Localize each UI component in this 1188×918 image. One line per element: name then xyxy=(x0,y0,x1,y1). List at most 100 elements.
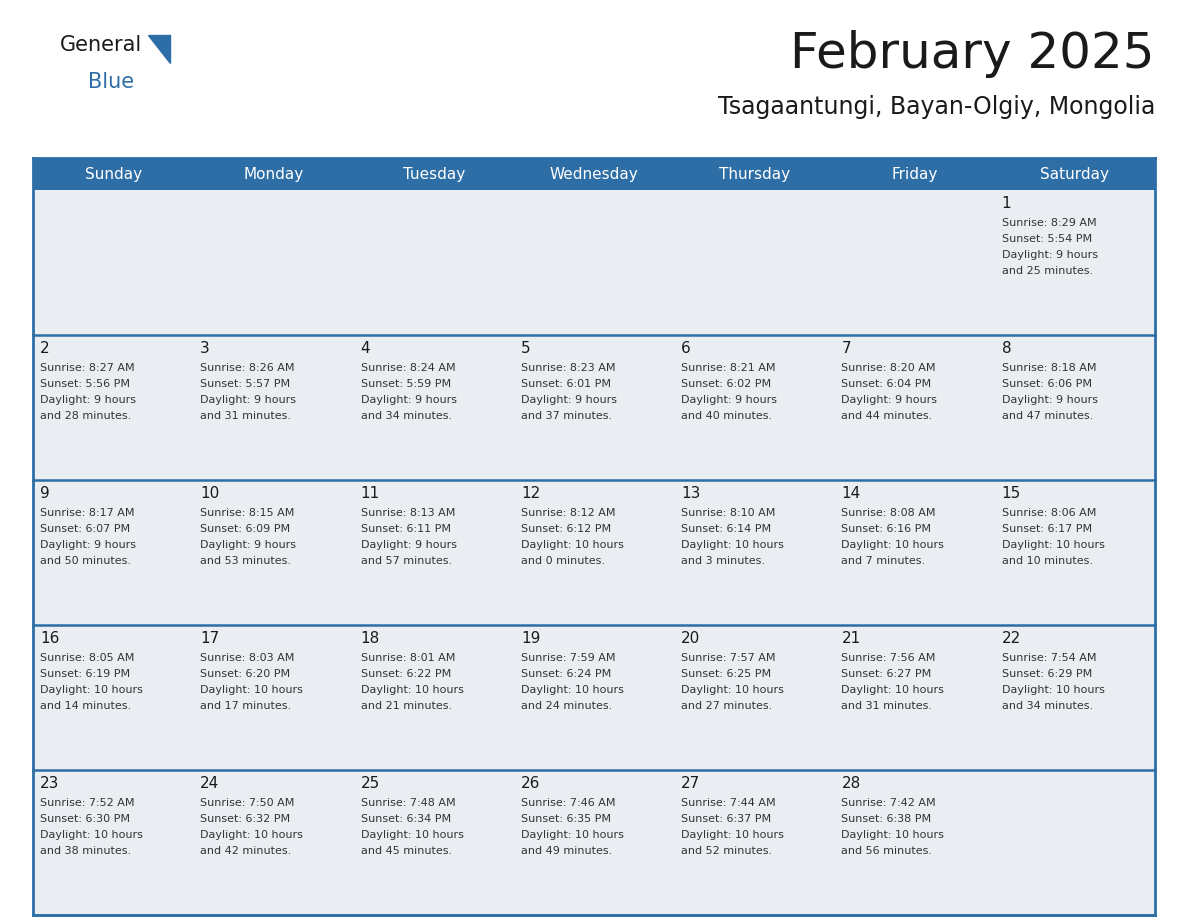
Text: Sunrise: 8:20 AM: Sunrise: 8:20 AM xyxy=(841,363,936,373)
Text: Daylight: 10 hours: Daylight: 10 hours xyxy=(40,830,143,840)
Text: Sunset: 6:37 PM: Sunset: 6:37 PM xyxy=(681,813,771,823)
Text: Sunrise: 8:06 AM: Sunrise: 8:06 AM xyxy=(1001,508,1097,518)
Text: Sunset: 6:30 PM: Sunset: 6:30 PM xyxy=(40,813,129,823)
Text: Sunset: 6:27 PM: Sunset: 6:27 PM xyxy=(841,668,931,678)
Text: and 24 minutes.: and 24 minutes. xyxy=(520,700,612,711)
Text: Sunrise: 8:15 AM: Sunrise: 8:15 AM xyxy=(201,508,295,518)
Text: and 31 minutes.: and 31 minutes. xyxy=(841,700,933,711)
Text: 23: 23 xyxy=(40,776,59,791)
Text: Daylight: 10 hours: Daylight: 10 hours xyxy=(1001,685,1105,695)
Bar xyxy=(674,625,834,770)
Text: 25: 25 xyxy=(361,776,380,791)
Text: Sunset: 6:35 PM: Sunset: 6:35 PM xyxy=(520,813,611,823)
Text: Daylight: 9 hours: Daylight: 9 hours xyxy=(201,540,296,550)
Bar xyxy=(194,625,354,770)
Text: 8: 8 xyxy=(1001,341,1011,356)
Text: Daylight: 10 hours: Daylight: 10 hours xyxy=(841,540,944,550)
Text: and 21 minutes.: and 21 minutes. xyxy=(361,700,451,711)
Text: Sunrise: 8:12 AM: Sunrise: 8:12 AM xyxy=(520,508,615,518)
Text: and 10 minutes.: and 10 minutes. xyxy=(1001,555,1093,565)
Text: Sunset: 6:12 PM: Sunset: 6:12 PM xyxy=(520,523,611,533)
Text: and 25 minutes.: and 25 minutes. xyxy=(1001,265,1093,275)
Bar xyxy=(994,335,1155,480)
Text: Sunset: 6:24 PM: Sunset: 6:24 PM xyxy=(520,668,611,678)
Text: and 56 minutes.: and 56 minutes. xyxy=(841,845,933,856)
Text: and 52 minutes.: and 52 minutes. xyxy=(681,845,772,856)
Bar xyxy=(674,770,834,915)
Text: 24: 24 xyxy=(201,776,220,791)
Text: 16: 16 xyxy=(40,631,59,646)
Text: and 28 minutes.: and 28 minutes. xyxy=(40,410,131,420)
Text: Sunrise: 7:44 AM: Sunrise: 7:44 AM xyxy=(681,798,776,808)
Text: Daylight: 9 hours: Daylight: 9 hours xyxy=(681,395,777,405)
Text: Sunset: 5:57 PM: Sunset: 5:57 PM xyxy=(201,379,290,388)
Text: Sunset: 6:07 PM: Sunset: 6:07 PM xyxy=(40,523,131,533)
Text: 7: 7 xyxy=(841,341,851,356)
Text: Sunrise: 7:52 AM: Sunrise: 7:52 AM xyxy=(40,798,134,808)
Text: Sunset: 6:06 PM: Sunset: 6:06 PM xyxy=(1001,379,1092,388)
Text: and 37 minutes.: and 37 minutes. xyxy=(520,410,612,420)
Text: Sunset: 6:09 PM: Sunset: 6:09 PM xyxy=(201,523,290,533)
Text: Sunrise: 7:42 AM: Sunrise: 7:42 AM xyxy=(841,798,936,808)
Text: Sunset: 6:20 PM: Sunset: 6:20 PM xyxy=(201,668,290,678)
Text: Daylight: 10 hours: Daylight: 10 hours xyxy=(681,685,784,695)
Bar xyxy=(194,770,354,915)
Text: Sunset: 6:34 PM: Sunset: 6:34 PM xyxy=(361,813,450,823)
Text: Sunrise: 8:23 AM: Sunrise: 8:23 AM xyxy=(520,363,615,373)
Text: Sunrise: 8:08 AM: Sunrise: 8:08 AM xyxy=(841,508,936,518)
Bar xyxy=(514,480,674,625)
Text: Daylight: 9 hours: Daylight: 9 hours xyxy=(841,395,937,405)
Polygon shape xyxy=(148,35,170,63)
Bar xyxy=(834,480,994,625)
Text: Daylight: 9 hours: Daylight: 9 hours xyxy=(1001,395,1098,405)
Text: Sunrise: 7:59 AM: Sunrise: 7:59 AM xyxy=(520,653,615,663)
Text: Sunset: 6:25 PM: Sunset: 6:25 PM xyxy=(681,668,771,678)
Text: Tsagaantungi, Bayan-Olgiy, Mongolia: Tsagaantungi, Bayan-Olgiy, Mongolia xyxy=(718,95,1155,119)
Text: February 2025: February 2025 xyxy=(790,30,1155,78)
Bar xyxy=(674,335,834,480)
Text: Thursday: Thursday xyxy=(719,166,790,182)
Text: Daylight: 9 hours: Daylight: 9 hours xyxy=(1001,250,1098,260)
Text: Sunrise: 7:57 AM: Sunrise: 7:57 AM xyxy=(681,653,776,663)
Text: and 14 minutes.: and 14 minutes. xyxy=(40,700,131,711)
Text: Sunset: 6:04 PM: Sunset: 6:04 PM xyxy=(841,379,931,388)
Bar xyxy=(354,625,514,770)
Text: Sunset: 6:16 PM: Sunset: 6:16 PM xyxy=(841,523,931,533)
Text: and 34 minutes.: and 34 minutes. xyxy=(1001,700,1093,711)
Text: Sunrise: 7:46 AM: Sunrise: 7:46 AM xyxy=(520,798,615,808)
Bar xyxy=(834,335,994,480)
Text: and 27 minutes.: and 27 minutes. xyxy=(681,700,772,711)
Bar xyxy=(994,480,1155,625)
Text: 2: 2 xyxy=(40,341,50,356)
Text: Daylight: 10 hours: Daylight: 10 hours xyxy=(201,685,303,695)
Text: Daylight: 10 hours: Daylight: 10 hours xyxy=(361,685,463,695)
Text: Wednesday: Wednesday xyxy=(550,166,638,182)
Text: 11: 11 xyxy=(361,486,380,501)
Bar xyxy=(33,770,194,915)
Text: Sunrise: 8:24 AM: Sunrise: 8:24 AM xyxy=(361,363,455,373)
Bar xyxy=(834,190,994,335)
Bar xyxy=(33,335,194,480)
Text: Sunset: 6:17 PM: Sunset: 6:17 PM xyxy=(1001,523,1092,533)
Text: Sunset: 6:02 PM: Sunset: 6:02 PM xyxy=(681,379,771,388)
Text: Daylight: 10 hours: Daylight: 10 hours xyxy=(520,540,624,550)
Text: Sunrise: 8:10 AM: Sunrise: 8:10 AM xyxy=(681,508,776,518)
Bar xyxy=(33,190,194,335)
Text: Sunset: 6:32 PM: Sunset: 6:32 PM xyxy=(201,813,290,823)
Text: Sunrise: 8:03 AM: Sunrise: 8:03 AM xyxy=(201,653,295,663)
Text: Blue: Blue xyxy=(88,72,134,92)
Bar xyxy=(354,190,514,335)
Bar xyxy=(834,625,994,770)
Text: Daylight: 10 hours: Daylight: 10 hours xyxy=(1001,540,1105,550)
Text: Sunset: 5:54 PM: Sunset: 5:54 PM xyxy=(1001,234,1092,243)
Text: Sunset: 6:29 PM: Sunset: 6:29 PM xyxy=(1001,668,1092,678)
Text: Sunrise: 8:21 AM: Sunrise: 8:21 AM xyxy=(681,363,776,373)
Text: General: General xyxy=(61,35,143,55)
Text: Daylight: 10 hours: Daylight: 10 hours xyxy=(40,685,143,695)
Text: Sunrise: 8:05 AM: Sunrise: 8:05 AM xyxy=(40,653,134,663)
Text: 1: 1 xyxy=(1001,196,1011,211)
Text: Friday: Friday xyxy=(891,166,937,182)
Bar xyxy=(194,480,354,625)
Bar xyxy=(514,770,674,915)
Text: Sunrise: 8:17 AM: Sunrise: 8:17 AM xyxy=(40,508,134,518)
